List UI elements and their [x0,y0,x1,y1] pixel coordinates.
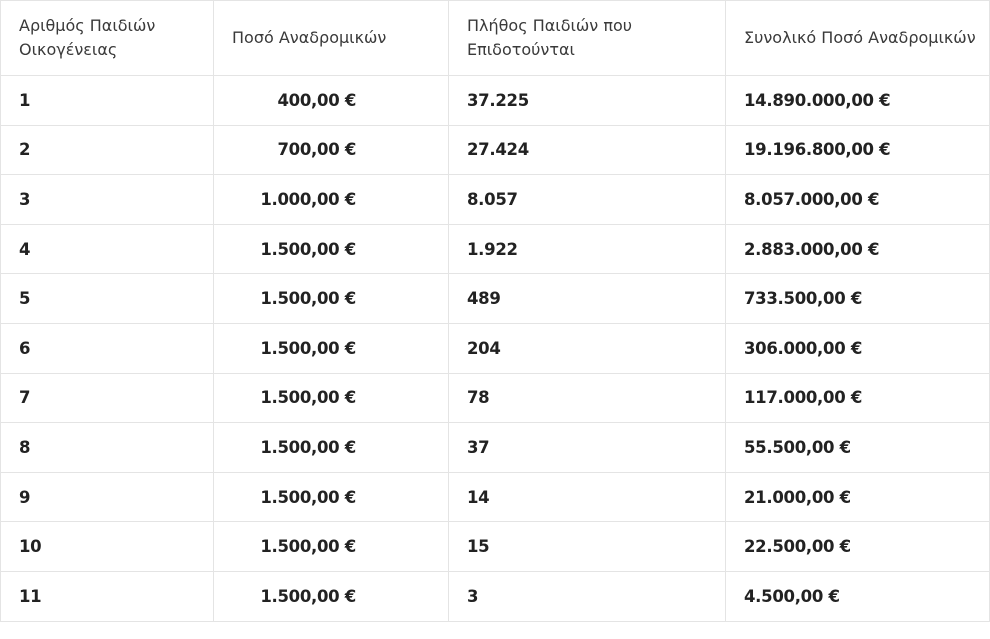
cell-subsidized-children: 8.057 [448,174,726,225]
header-total-amount: Συνολικό Ποσό Αναδρομικών [725,0,990,76]
cell-children-count: 1 [0,75,214,126]
table-row: 1 400,00 €37.225 14.890.000,00 € [0,75,990,126]
header-children-count: Αριθμός Παιδιών Οικογένειας [0,0,214,76]
cell-total-amount: 55.500,00 € [725,422,990,473]
cell-amount: 1.500,00 € [213,223,449,275]
cell-children-count: 10 [0,521,214,572]
table-row: 6 1.500,00 €204 306.000,00 € [0,322,990,374]
cell-children-count: 9 [0,471,214,523]
cell-amount: 1.000,00 € [213,174,449,225]
table-row: 7 1.500,00 €78 117.000,00 € [0,372,990,424]
cell-subsidized-children: 489 [448,273,726,324]
cell-total-amount: 2.883.000,00 € [725,223,990,275]
cell-children-count: 4 [0,223,214,275]
cell-children-count: 8 [0,422,214,473]
cell-subsidized-children: 15 [448,521,726,572]
table-row: 5 1.500,00 €489 733.500,00 € [0,273,990,324]
cell-amount: 400,00 € [213,75,449,126]
cell-amount: 1.500,00 € [213,422,449,473]
table-row: 11 1.500,00 €3 4.500,00 € [0,570,990,622]
cell-subsidized-children: 204 [448,322,726,374]
cell-subsidized-children: 1.922 [448,223,726,275]
table-row: 8 1.500,00 €37 55.500,00 € [0,422,990,473]
cell-total-amount: 117.000,00 € [725,372,990,424]
cell-children-count: 2 [0,124,214,176]
cell-amount: 1.500,00 € [213,521,449,572]
cell-total-amount: 14.890.000,00 € [725,75,990,126]
table-row: 4 1.500,00 €1.922 2.883.000,00 € [0,223,990,275]
table-row: 10 1.500,00 €15 22.500,00 € [0,521,990,572]
cell-subsidized-children: 78 [448,372,726,424]
cell-subsidized-children: 37 [448,422,726,473]
cell-children-count: 3 [0,174,214,225]
cell-amount: 1.500,00 € [213,570,449,622]
table-row: 3 1.000,00 €8.057 8.057.000,00 € [0,174,990,225]
cell-subsidized-children: 14 [448,471,726,523]
cell-amount: 1.500,00 € [213,322,449,374]
cell-amount: 1.500,00 € [213,372,449,424]
cell-children-count: 6 [0,322,214,374]
cell-total-amount: 22.500,00 € [725,521,990,572]
cell-subsidized-children: 27.424 [448,124,726,176]
table-row: 9 1.500,00 €14 21.000,00 € [0,471,990,523]
retroactive-payments-table: Αριθμός Παιδιών Οικογένειας Ποσό Αναδρομ… [0,0,990,622]
cell-subsidized-children: 37.225 [448,75,726,126]
header-amount: Ποσό Αναδρομικών [213,0,449,76]
cell-children-count: 11 [0,570,214,622]
table-body: 1 400,00 €37.225 14.890.000,00 €2 700,00 €2… [0,75,990,622]
table-row: 2 700,00 €27.424 19.196.800,00 € [0,124,990,176]
cell-amount: 1.500,00 € [213,471,449,523]
cell-total-amount: 19.196.800,00 € [725,124,990,176]
cell-amount: 1.500,00 € [213,273,449,324]
cell-total-amount: 21.000,00 € [725,471,990,523]
table-header: Αριθμός Παιδιών Οικογένειας Ποσό Αναδρομ… [0,0,990,76]
cell-children-count: 5 [0,273,214,324]
cell-children-count: 7 [0,372,214,424]
cell-total-amount: 306.000,00 € [725,322,990,374]
cell-total-amount: 4.500,00 € [725,570,990,622]
cell-total-amount: 733.500,00 € [725,273,990,324]
cell-total-amount: 8.057.000,00 € [725,174,990,225]
cell-subsidized-children: 3 [448,570,726,622]
cell-amount: 700,00 € [213,124,449,176]
header-subsidized-children: Πλήθος Παιδιών που Επιδοτούνται [448,0,726,76]
header-row: Αριθμός Παιδιών Οικογένειας Ποσό Αναδρομ… [0,0,990,76]
